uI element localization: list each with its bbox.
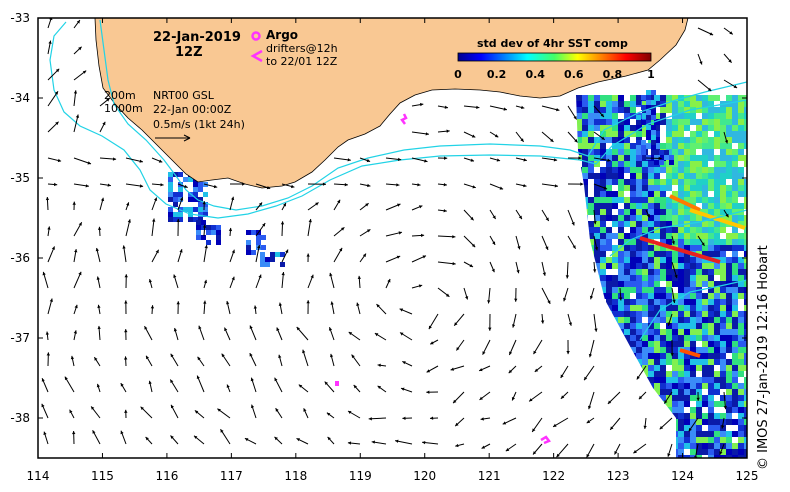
vector-scale-arrow	[155, 134, 191, 142]
lon-tick-label: 122	[542, 469, 565, 483]
lat-tick-label: -35	[10, 171, 30, 185]
lon-tick-label: 121	[478, 469, 501, 483]
colorbar-tick-label: 0.8	[603, 68, 623, 81]
lat-tick-label: -33	[10, 11, 30, 25]
isobath-1000-label: 1000m	[104, 102, 143, 115]
lon-tick-label: 125	[736, 469, 759, 483]
vector-scale-label: 0.5m/s (1kt 24h)	[153, 118, 245, 131]
argo-float	[335, 381, 339, 386]
imos-credit: © IMOS 27-Jan-2019 12:16 Hobart	[756, 245, 771, 470]
colorbar-tick-label: 1	[647, 68, 655, 81]
lon-tick-label: 124	[671, 469, 694, 483]
lon-tick-label: 123	[607, 469, 630, 483]
lat-tick-label: -37	[10, 331, 30, 345]
map-date: 22-Jan-2019	[153, 30, 241, 45]
lon-tick-label: 114	[27, 469, 50, 483]
colorbar-tick-label: 0.6	[564, 68, 584, 81]
drifter-marker-legend	[250, 49, 263, 63]
argo-label: Argo	[266, 28, 298, 42]
isobath-200m	[99, 19, 747, 211]
lat-tick-label: -38	[10, 411, 30, 425]
map-frame	[37, 17, 748, 459]
colorbar-tick-label: 0.4	[525, 68, 545, 81]
isobath-1000m-south	[609, 209, 747, 341]
lat-tick-label: -34	[10, 91, 30, 105]
colorbar-title: std dev of 4hr SST comp	[477, 37, 628, 50]
lon-tick-label: 117	[220, 469, 243, 483]
lon-tick-label: 120	[413, 469, 436, 483]
axis-ticks: 114 115 116 117 118 119 120 121 122 123 124 125 -33 -…	[10, 11, 758, 483]
drifter-label: drifters@12h	[266, 42, 338, 55]
colorbar-tick-label: 0.2	[487, 68, 507, 81]
lon-tick-label: 115	[91, 469, 114, 483]
argo-marker-legend	[251, 31, 261, 41]
isobath-200-label: 200m	[104, 89, 136, 102]
map-time: 12Z	[175, 45, 203, 60]
isobath-1000m	[49, 21, 747, 219]
colorbar-tick-label: 0	[454, 68, 462, 81]
lon-tick-label: 119	[349, 469, 372, 483]
current-vectors	[41, 18, 738, 458]
lon-tick-label: 116	[155, 469, 178, 483]
colorbar	[457, 52, 652, 62]
drifter-track	[400, 113, 408, 125]
colorbar-ticks: 0 0.2 0.4 0.6 0.8 1	[454, 68, 655, 81]
lon-tick-label: 118	[284, 469, 307, 483]
product-name: NRT00 GSL	[153, 89, 215, 102]
drifter-period: to 22/01 12Z	[266, 55, 338, 68]
lat-tick-label: -36	[10, 251, 30, 265]
drifter-track-south	[540, 435, 551, 445]
analysis-time: 22-Jan 00:00Z	[153, 103, 232, 116]
